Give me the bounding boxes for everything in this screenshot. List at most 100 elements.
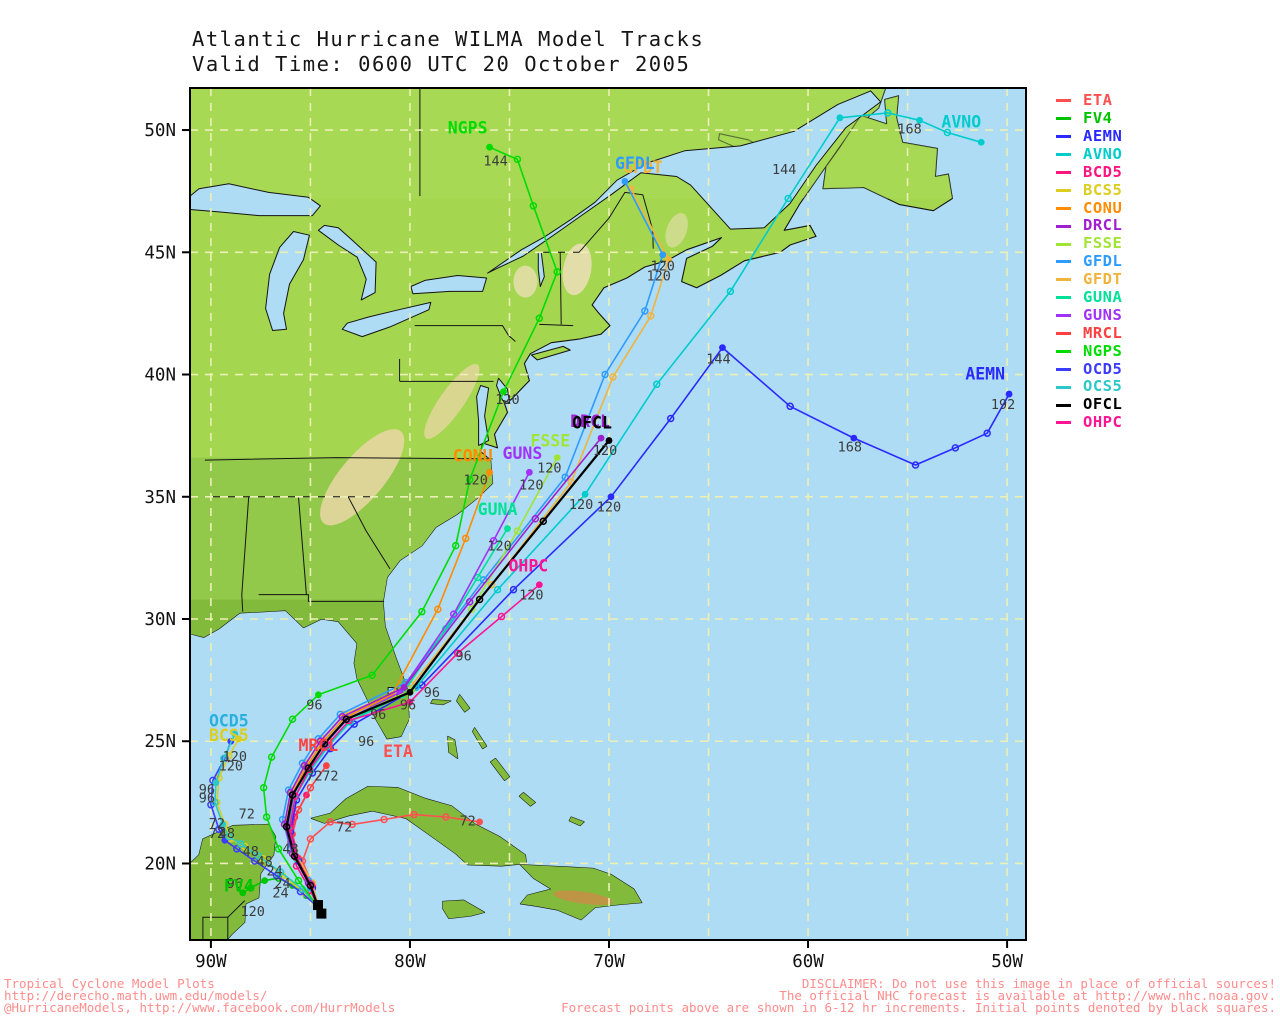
state-border bbox=[258, 594, 385, 602]
track-label-NGPS: NGPS bbox=[448, 119, 488, 138]
hour-label: 120 bbox=[597, 499, 621, 515]
forecast-point bbox=[647, 312, 655, 320]
legend-item-label: OCD5 bbox=[1083, 359, 1123, 378]
forecast-point-filled bbox=[261, 877, 269, 884]
forecast-point-filled bbox=[850, 434, 858, 442]
forecast-point bbox=[259, 783, 268, 792]
forecast-point bbox=[306, 835, 315, 843]
legend-item-label: OFCL bbox=[1083, 395, 1123, 414]
track-label-BCS5: BCS5 bbox=[209, 726, 249, 745]
legend-item-label: FSSE bbox=[1083, 234, 1123, 253]
track-label-OFCL: OFCL bbox=[572, 413, 612, 432]
y-axis-label: 25N bbox=[144, 732, 176, 752]
track-label-GUNS: GUNS bbox=[503, 444, 543, 463]
hour-label: 120 bbox=[647, 268, 671, 284]
hour-label: 120 bbox=[537, 460, 561, 476]
legend-item-label: BCD5 bbox=[1083, 162, 1123, 181]
hour-label: 96 bbox=[199, 790, 215, 806]
track-label-AVNO: AVNO bbox=[941, 113, 981, 132]
legend-color-dash bbox=[1056, 332, 1071, 336]
forecast-point bbox=[326, 818, 335, 826]
state-border bbox=[241, 496, 250, 612]
forecast-point-filled bbox=[836, 114, 844, 122]
forecast-point bbox=[250, 857, 259, 865]
forecast-point bbox=[461, 534, 470, 543]
model-legend: ETA FV4 AEMN AVNO BCD5 BCS5 CONU DRCL FSSE GFDL GF… bbox=[1056, 92, 1122, 432]
forecast-point-filled bbox=[219, 820, 227, 828]
coastline-long_island bbox=[530, 345, 571, 361]
highland-shading bbox=[320, 429, 405, 526]
forecast-point bbox=[453, 649, 462, 657]
forecast-point bbox=[320, 739, 329, 748]
legend-color-dash bbox=[1056, 242, 1071, 246]
forecast-point-filled bbox=[916, 116, 923, 124]
track-line-OCS5 bbox=[214, 733, 320, 909]
forecast-point-filled bbox=[231, 730, 239, 738]
footer-row-1: Tropical Cyclone Model Plots DISCLAIMER:… bbox=[4, 976, 1276, 991]
state-border bbox=[414, 325, 516, 342]
forecast-point bbox=[237, 840, 245, 848]
hour-label: 72 bbox=[209, 816, 225, 832]
y-axis-label: 50N bbox=[144, 121, 176, 141]
legend-item-GUNS: GUNS bbox=[1056, 307, 1122, 325]
forecast-point bbox=[653, 380, 661, 389]
initial-points-layer bbox=[312, 900, 327, 919]
legend-color-dash bbox=[1056, 349, 1071, 353]
hour-label: 120 bbox=[463, 473, 487, 489]
legend-item-label: AEMN bbox=[1083, 126, 1123, 145]
track-line-OFCL bbox=[285, 439, 610, 908]
forecast-point bbox=[288, 791, 297, 799]
hour-label: 96 bbox=[424, 685, 440, 701]
lake-st_lawrence bbox=[487, 90, 882, 274]
footer-site-url: http://derecho.math.uwm.edu/models/ bbox=[4, 988, 268, 1003]
legend-item-label: GFDL bbox=[1083, 252, 1123, 271]
initial-point-square bbox=[316, 908, 327, 919]
hour-label: 48 bbox=[219, 826, 235, 842]
forecast-point bbox=[306, 783, 315, 792]
forecast-point bbox=[220, 754, 228, 763]
forecast-point bbox=[489, 537, 498, 545]
forecast-point-filled bbox=[486, 143, 493, 151]
hour-label: 72 bbox=[209, 826, 225, 842]
forecast-point bbox=[786, 402, 794, 411]
initial-point-square bbox=[312, 900, 323, 911]
forecast-point-filled bbox=[406, 698, 414, 706]
hour-label: 48 bbox=[243, 844, 259, 860]
hour-label: 144 bbox=[706, 352, 730, 368]
state-border bbox=[202, 916, 229, 940]
forecast-point bbox=[342, 715, 351, 723]
forecast-point-filled bbox=[621, 177, 629, 185]
legend-color-dash bbox=[1056, 153, 1071, 157]
hour-label: 24 bbox=[266, 864, 282, 880]
forecast-point bbox=[276, 868, 285, 876]
y-axis-label: 20N bbox=[144, 854, 176, 874]
hour-label: 120 bbox=[519, 587, 543, 603]
lake-ontario bbox=[410, 275, 488, 295]
hour-label: 144 bbox=[772, 162, 796, 178]
axes-layer: 90W 80W 70W 60W 50W 20N 25N 30N 35N 40N 45N 50N bbox=[144, 121, 1023, 972]
state-border bbox=[539, 323, 574, 327]
legend-item-label: GFDT bbox=[1083, 270, 1123, 289]
track-label-ETA: ETA bbox=[383, 742, 413, 761]
hour-label: 48 bbox=[257, 854, 273, 870]
forecast-point bbox=[641, 307, 649, 315]
highland-shading bbox=[424, 363, 480, 439]
forecast-point-filled bbox=[322, 762, 330, 770]
forecast-point-filled bbox=[504, 525, 511, 532]
track-label-OCD5: OCD5 bbox=[209, 712, 249, 731]
forecast-point bbox=[306, 881, 315, 890]
lakes-layer bbox=[190, 90, 882, 698]
legend-color-dash bbox=[1056, 367, 1071, 371]
forecast-point bbox=[368, 671, 376, 679]
legend-item-label: DRCL bbox=[1083, 216, 1123, 235]
footer-site-name: Tropical Cyclone Model Plots bbox=[4, 976, 215, 991]
track-label-MRCL: MRCL bbox=[299, 736, 339, 755]
track-label-AEMN: AEMN bbox=[965, 364, 1005, 383]
state-border bbox=[298, 496, 307, 595]
legend-color-dash bbox=[1056, 260, 1071, 264]
forecast-point bbox=[784, 194, 792, 203]
highland-shading bbox=[513, 265, 538, 298]
hour-label: 120 bbox=[519, 477, 543, 493]
